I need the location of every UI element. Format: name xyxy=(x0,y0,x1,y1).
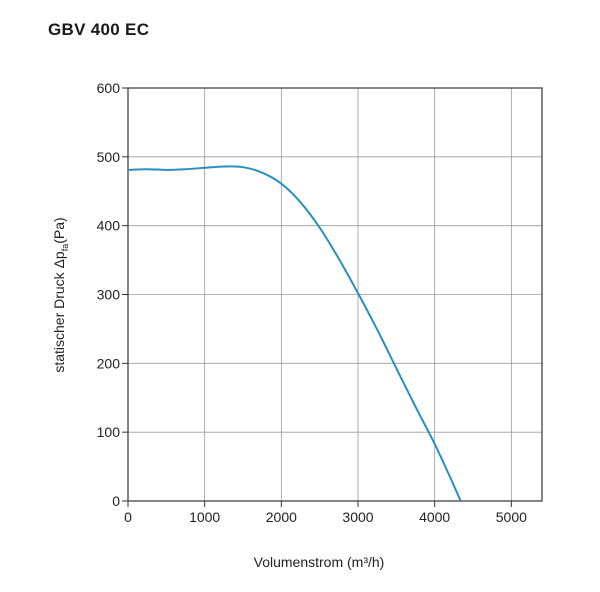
axes xyxy=(122,87,512,507)
grid xyxy=(128,88,542,501)
x-tick-label: 1000 xyxy=(189,509,220,525)
y-axis-label-subscript: fa xyxy=(60,244,70,252)
x-tick-label: 2000 xyxy=(266,509,297,525)
pressure-curve xyxy=(127,165,462,502)
y-tick-label: 500 xyxy=(97,149,121,165)
y-tick-label: 300 xyxy=(97,287,121,303)
x-tick-label: 5000 xyxy=(496,509,527,525)
x-axis-label: Volumenstrom (m³/h) xyxy=(254,554,385,570)
y-axis-label-prefix: statischer Druck Δp xyxy=(51,251,67,373)
chart-title: GBV 400 EC xyxy=(48,20,150,39)
tick-labels: 0 1000 2000 3000 4000 5000 0 100 200 300 400 500 600 xyxy=(97,80,527,525)
x-tick-label: 0 xyxy=(124,509,132,525)
y-tick-label: 400 xyxy=(97,218,121,234)
y-tick-label: 100 xyxy=(97,424,121,440)
y-axis-label-suffix: (Pa) xyxy=(51,217,67,243)
y-tick-label: 600 xyxy=(97,80,121,96)
y-tick-label: 0 xyxy=(112,493,120,509)
x-tick-label: 3000 xyxy=(342,509,373,525)
y-tick-label: 200 xyxy=(97,355,121,371)
x-tick-label: 4000 xyxy=(419,509,450,525)
y-axis-label: statischer Druck Δpfa(Pa) xyxy=(51,217,70,372)
